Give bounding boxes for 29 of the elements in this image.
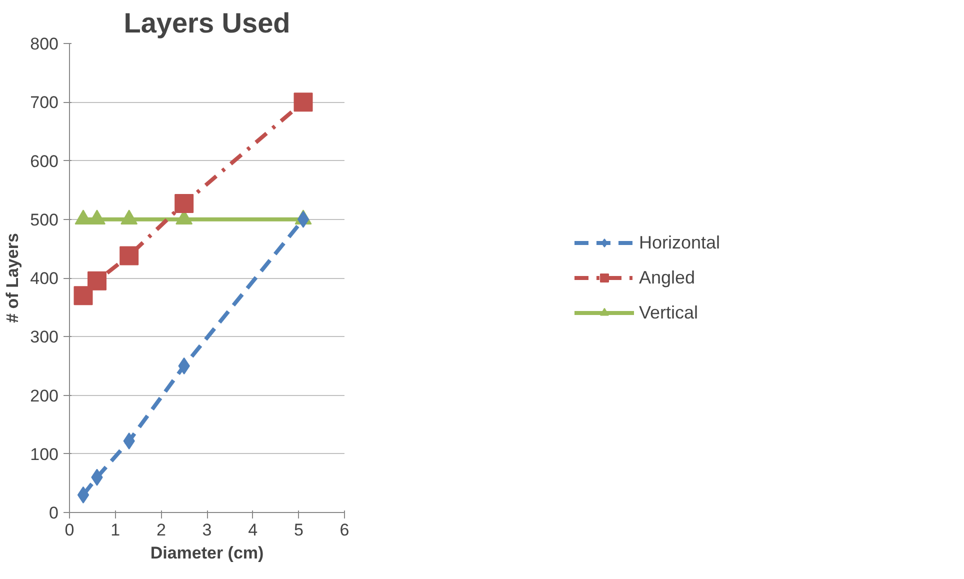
point [120, 246, 139, 266]
x-tick-label: 1 [110, 520, 120, 540]
y-tick-label: 0 [49, 504, 59, 522]
x-tick-label: 0 [64, 520, 74, 540]
y-axis-title: # of Layers [3, 233, 22, 323]
point [294, 92, 313, 112]
x-tick-label: 5 [294, 520, 304, 540]
x-tick-label: 3 [202, 520, 212, 540]
point [174, 194, 194, 214]
point [74, 286, 93, 306]
legend-label: Vertical [638, 302, 698, 323]
y-tick-label: 800 [30, 34, 59, 54]
legend-label: Horizontal [638, 232, 720, 253]
y-tick-label: 300 [30, 328, 59, 347]
x-tick-label: 4 [248, 520, 258, 540]
point [297, 210, 310, 228]
y-tick-label: 400 [30, 269, 59, 288]
y-tick-label: 600 [30, 152, 59, 171]
y-tick-label: 500 [30, 210, 59, 230]
chart-title: Layers Used [124, 8, 290, 38]
legend-label: Angled [638, 267, 696, 288]
x-axis-title: Diameter (cm) [150, 544, 264, 562]
y-tick-label: 200 [30, 386, 59, 406]
y-tick-label: 700 [30, 93, 59, 112]
x-tick-label: 6 [340, 520, 350, 540]
y-tick-label: 100 [30, 444, 59, 464]
x-tick-label: 2 [156, 520, 166, 540]
point [77, 486, 90, 504]
point [88, 271, 106, 290]
